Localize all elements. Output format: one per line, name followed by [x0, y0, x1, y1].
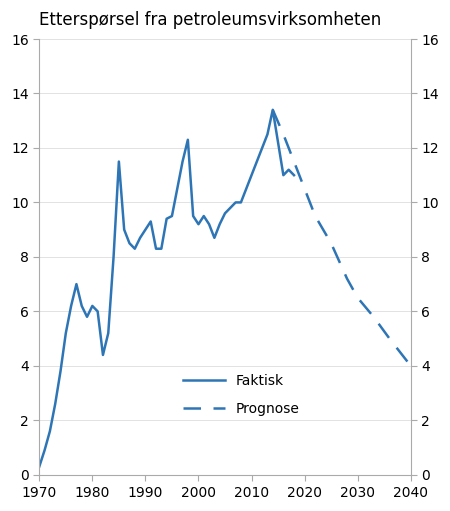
Text: Etterspørsel fra petroleumsvirksomheten: Etterspørsel fra petroleumsvirksomheten	[39, 11, 382, 29]
Legend: Faktisk, Prognose: Faktisk, Prognose	[183, 374, 300, 415]
